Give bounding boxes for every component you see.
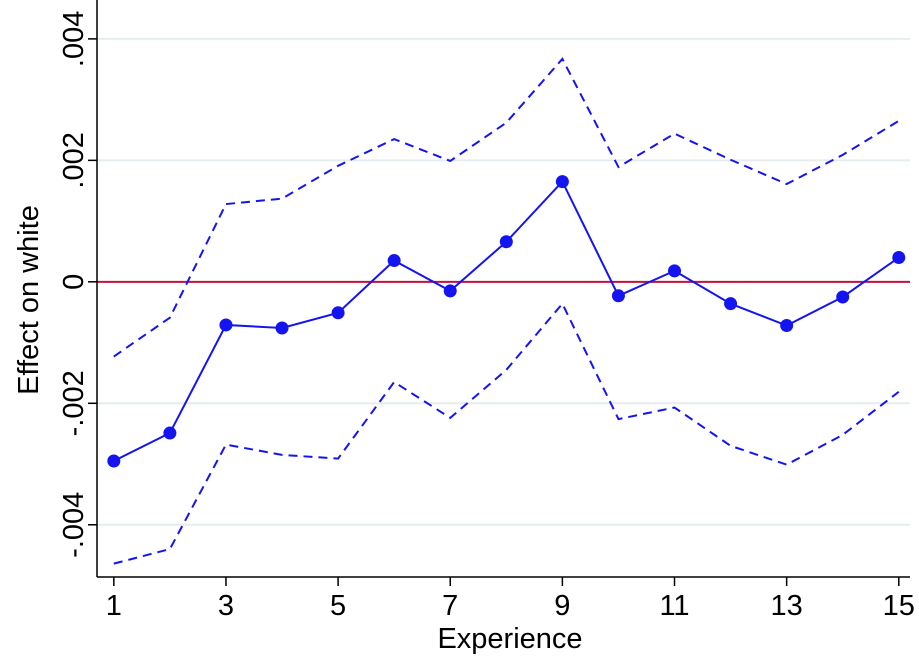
series-line: [113, 179, 900, 462]
x-tick-label: 5: [330, 590, 346, 622]
data-point: [443, 284, 457, 298]
series-line: [113, 57, 900, 358]
data-point: [836, 290, 850, 304]
y-tick-label: -.004: [58, 492, 90, 558]
data-point: [611, 289, 625, 303]
data-point: [387, 254, 401, 268]
data-point: [724, 297, 738, 311]
series-line: [113, 301, 900, 565]
data-point: [163, 426, 177, 440]
data-point: [555, 175, 569, 189]
data-point: [668, 264, 682, 278]
y-tick-label: .004: [58, 11, 90, 67]
data-point: [780, 319, 794, 333]
x-axis-title: Experience: [437, 623, 582, 655]
y-axis-title: Effect on white: [13, 205, 45, 395]
y-tick-label: 0: [58, 274, 90, 290]
data-point: [275, 321, 289, 335]
data-point: [499, 235, 513, 249]
x-tick-label: 3: [218, 590, 234, 622]
y-tick-label: .002: [58, 132, 90, 188]
x-tick-label: 11: [659, 590, 689, 622]
x-tick-label: 15: [883, 590, 915, 622]
x-tick-label: 9: [554, 590, 570, 622]
data-point: [331, 306, 345, 320]
data-point: [219, 318, 233, 332]
data-point: [107, 454, 121, 468]
x-tick-label: 13: [771, 590, 803, 622]
x-tick-label: 7: [442, 590, 458, 622]
x-tick-label: 1: [106, 590, 122, 622]
data-point: [892, 251, 906, 265]
y-tick-label: -.002: [58, 370, 90, 436]
